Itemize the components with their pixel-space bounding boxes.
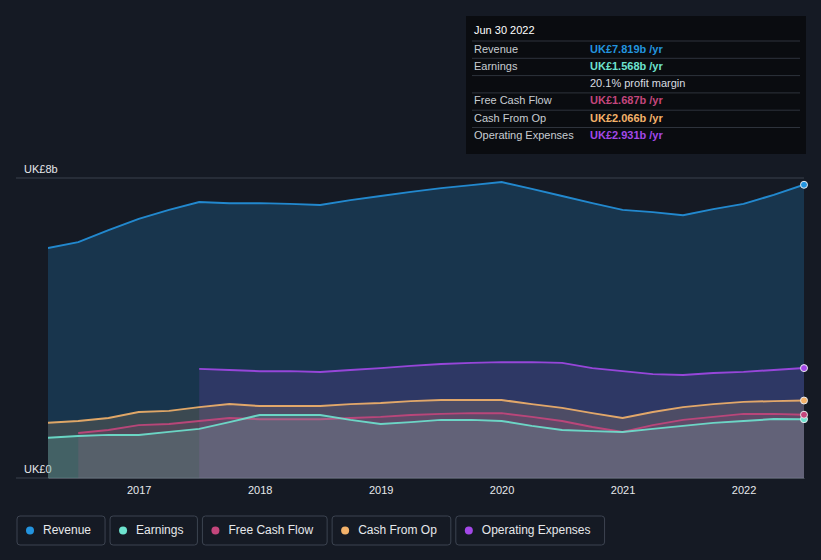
- legend-item[interactable]: Cash From Op: [332, 516, 451, 545]
- legend-label: Revenue: [43, 523, 91, 537]
- end-dot: [801, 411, 808, 418]
- tooltip-title: Jun 30 2022: [474, 24, 535, 36]
- x-tick: 2017: [127, 478, 151, 496]
- end-dots: [801, 181, 808, 422]
- line: [48, 182, 804, 248]
- x-tick: 2021: [611, 478, 635, 496]
- tooltip-value: UK£2.931b /yr: [590, 129, 663, 141]
- area: [48, 415, 804, 478]
- legend-swatch: [26, 527, 34, 535]
- legend-box[interactable]: [110, 516, 197, 545]
- legend-box[interactable]: [332, 516, 451, 545]
- legend-label: Free Cash Flow: [228, 523, 313, 537]
- tooltip-divider: [472, 110, 800, 111]
- legend-label: Cash From Op: [358, 523, 437, 537]
- x-tick-label: 2020: [490, 484, 514, 496]
- tooltip-value: 20.1% profit margin: [590, 77, 685, 89]
- tooltip-label: Free Cash Flow: [474, 94, 552, 106]
- plot-area: [48, 182, 804, 478]
- legend-swatch: [465, 527, 473, 535]
- legend-box[interactable]: [17, 516, 105, 545]
- tooltip-divider: [472, 75, 800, 76]
- line: [48, 415, 804, 438]
- end-dot: [801, 181, 808, 188]
- legend-item[interactable]: Operating Expenses: [456, 516, 605, 545]
- legend-swatch: [341, 527, 349, 535]
- x-tick: 2019: [369, 478, 393, 496]
- tooltip-divider: [472, 58, 800, 59]
- tooltip-value: UK£2.066b /yr: [590, 112, 663, 124]
- legend-item[interactable]: Earnings: [110, 516, 197, 545]
- legend-swatch: [119, 527, 127, 535]
- y-tick-label: UK£0: [24, 463, 52, 475]
- tooltip-value: UK£1.687b /yr: [590, 94, 663, 106]
- tooltip-divider: [472, 92, 800, 93]
- end-dot: [801, 397, 808, 404]
- y-grid: [16, 178, 804, 478]
- tooltip-value: UK£7.819b /yr: [590, 43, 663, 55]
- x-tick-label: 2019: [369, 484, 393, 496]
- line: [199, 362, 804, 375]
- legend-box[interactable]: [202, 516, 327, 545]
- tooltip-label: Revenue: [474, 43, 518, 55]
- chart: UK£0 UK£8b 2017 2018 2019 2020 2021 2022 Revenue…: [0, 0, 821, 560]
- tooltip-label: Cash From Op: [474, 112, 546, 124]
- x-axis: 2017 2018 2019 2020 2021 2022: [49, 478, 805, 496]
- tooltip-value: UK£1.568b /yr: [590, 60, 663, 72]
- legend-swatch: [211, 527, 219, 535]
- legend: Revenue Earnings Free Cash Flow Cash From O…: [17, 516, 605, 545]
- x-tick: 2022: [732, 478, 756, 496]
- x-tick: 2020: [490, 478, 514, 496]
- end-dot: [801, 365, 808, 372]
- x-tick-label: 2022: [732, 484, 756, 496]
- area: [48, 182, 804, 478]
- area: [48, 400, 804, 478]
- x-tick-label: 2018: [248, 484, 272, 496]
- legend-item[interactable]: Free Cash Flow: [202, 516, 327, 545]
- legend-label: Earnings: [136, 523, 183, 537]
- legend-box[interactable]: [456, 516, 605, 545]
- tooltip-label: Operating Expenses: [474, 129, 574, 141]
- x-axis-line: [49, 478, 805, 479]
- x-tick: 2018: [248, 478, 272, 496]
- tooltip: Jun 30 2022 Revenue UK£7.819b /yr Earnings U…: [466, 16, 806, 154]
- x-tick-label: 2021: [611, 484, 635, 496]
- tooltip-divider: [472, 127, 800, 128]
- legend-item[interactable]: Revenue: [17, 516, 105, 545]
- legend-label: Operating Expenses: [482, 523, 591, 537]
- tooltip-label: Earnings: [474, 60, 518, 72]
- grid-line: [16, 178, 804, 179]
- tooltip-divider: [472, 41, 800, 42]
- y-tick-label: UK£8b: [24, 163, 58, 175]
- tooltip-bg: [466, 16, 806, 154]
- x-tick-label: 2017: [127, 484, 151, 496]
